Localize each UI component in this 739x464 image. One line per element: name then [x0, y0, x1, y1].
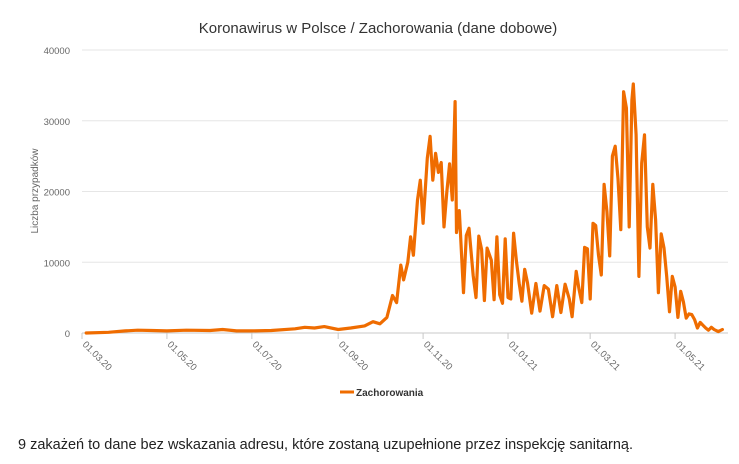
footnote: 9 zakażeń to dane bez wskazania adresu, … — [18, 437, 634, 453]
y-tick-labels: 0 10000 20000 30000 40000 — [44, 46, 70, 340]
series-group — [84, 82, 725, 335]
x-tick-label: 01.05.20 — [165, 339, 199, 373]
grid-lines — [81, 49, 728, 339]
x-tick-label: 01.03.21 — [588, 339, 622, 373]
y-tick-label: 30000 — [44, 117, 70, 128]
x-tick-label: 01.05.21 — [673, 339, 707, 373]
x-tick-label: 01.07.20 — [250, 339, 284, 373]
y-tick-label: 20000 — [44, 188, 70, 199]
legend-label-zachorowania[interactable]: Zachorowania — [356, 388, 424, 399]
x-tick-label: 01.09.20 — [336, 339, 370, 373]
line-chart: Koronawirus w Polsce / Zachorowania (dan… — [30, 20, 728, 399]
y-axis-title: Liczba przypadków — [30, 148, 41, 234]
x-tick-labels: 01.03.20 01.05.20 01.07.20 01.09.20 01.11.20… — [80, 339, 707, 373]
chart-title: Koronawirus w Polsce / Zachorowania (dan… — [199, 20, 558, 37]
legend[interactable]: Zachorowania — [340, 388, 424, 399]
x-tick-label: 01.01.21 — [506, 339, 540, 373]
y-tick-label: 10000 — [44, 258, 70, 269]
y-tick-label: 0 — [65, 329, 70, 340]
y-tick-label: 40000 — [44, 46, 70, 57]
x-tick-label: 01.11.20 — [421, 339, 454, 372]
chart-container: Koronawirus w Polsce / Zachorowania (dan… — [30, 20, 728, 399]
series-line-zachorowania — [84, 82, 725, 335]
x-tick-label: 01.03.20 — [80, 339, 114, 373]
